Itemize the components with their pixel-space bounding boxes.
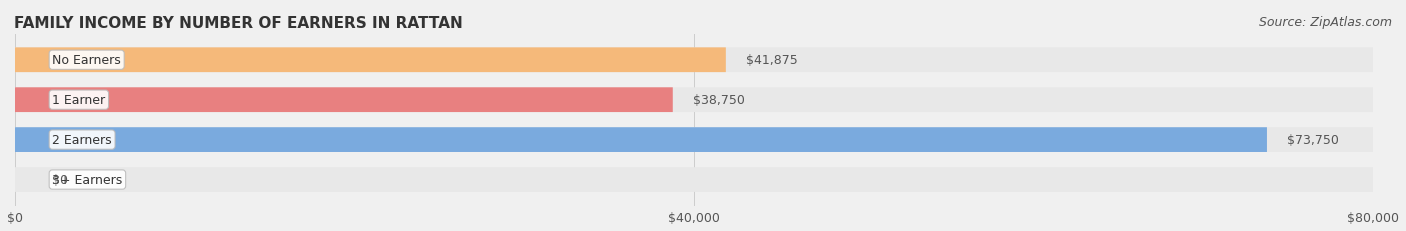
FancyBboxPatch shape — [15, 167, 1374, 192]
Text: 2 Earners: 2 Earners — [52, 134, 112, 146]
Text: $38,750: $38,750 — [693, 94, 745, 107]
Text: Source: ZipAtlas.com: Source: ZipAtlas.com — [1258, 16, 1392, 29]
FancyBboxPatch shape — [15, 48, 725, 73]
Text: $41,875: $41,875 — [747, 54, 799, 67]
FancyBboxPatch shape — [15, 128, 1267, 152]
Text: 1 Earner: 1 Earner — [52, 94, 105, 107]
Text: FAMILY INCOME BY NUMBER OF EARNERS IN RATTAN: FAMILY INCOME BY NUMBER OF EARNERS IN RA… — [14, 16, 463, 31]
FancyBboxPatch shape — [15, 88, 673, 112]
FancyBboxPatch shape — [15, 128, 1374, 152]
Text: No Earners: No Earners — [52, 54, 121, 67]
Text: 3+ Earners: 3+ Earners — [52, 173, 122, 186]
FancyBboxPatch shape — [15, 48, 1374, 73]
Text: $0: $0 — [52, 173, 69, 186]
Text: $73,750: $73,750 — [1288, 134, 1339, 146]
FancyBboxPatch shape — [15, 88, 1374, 112]
